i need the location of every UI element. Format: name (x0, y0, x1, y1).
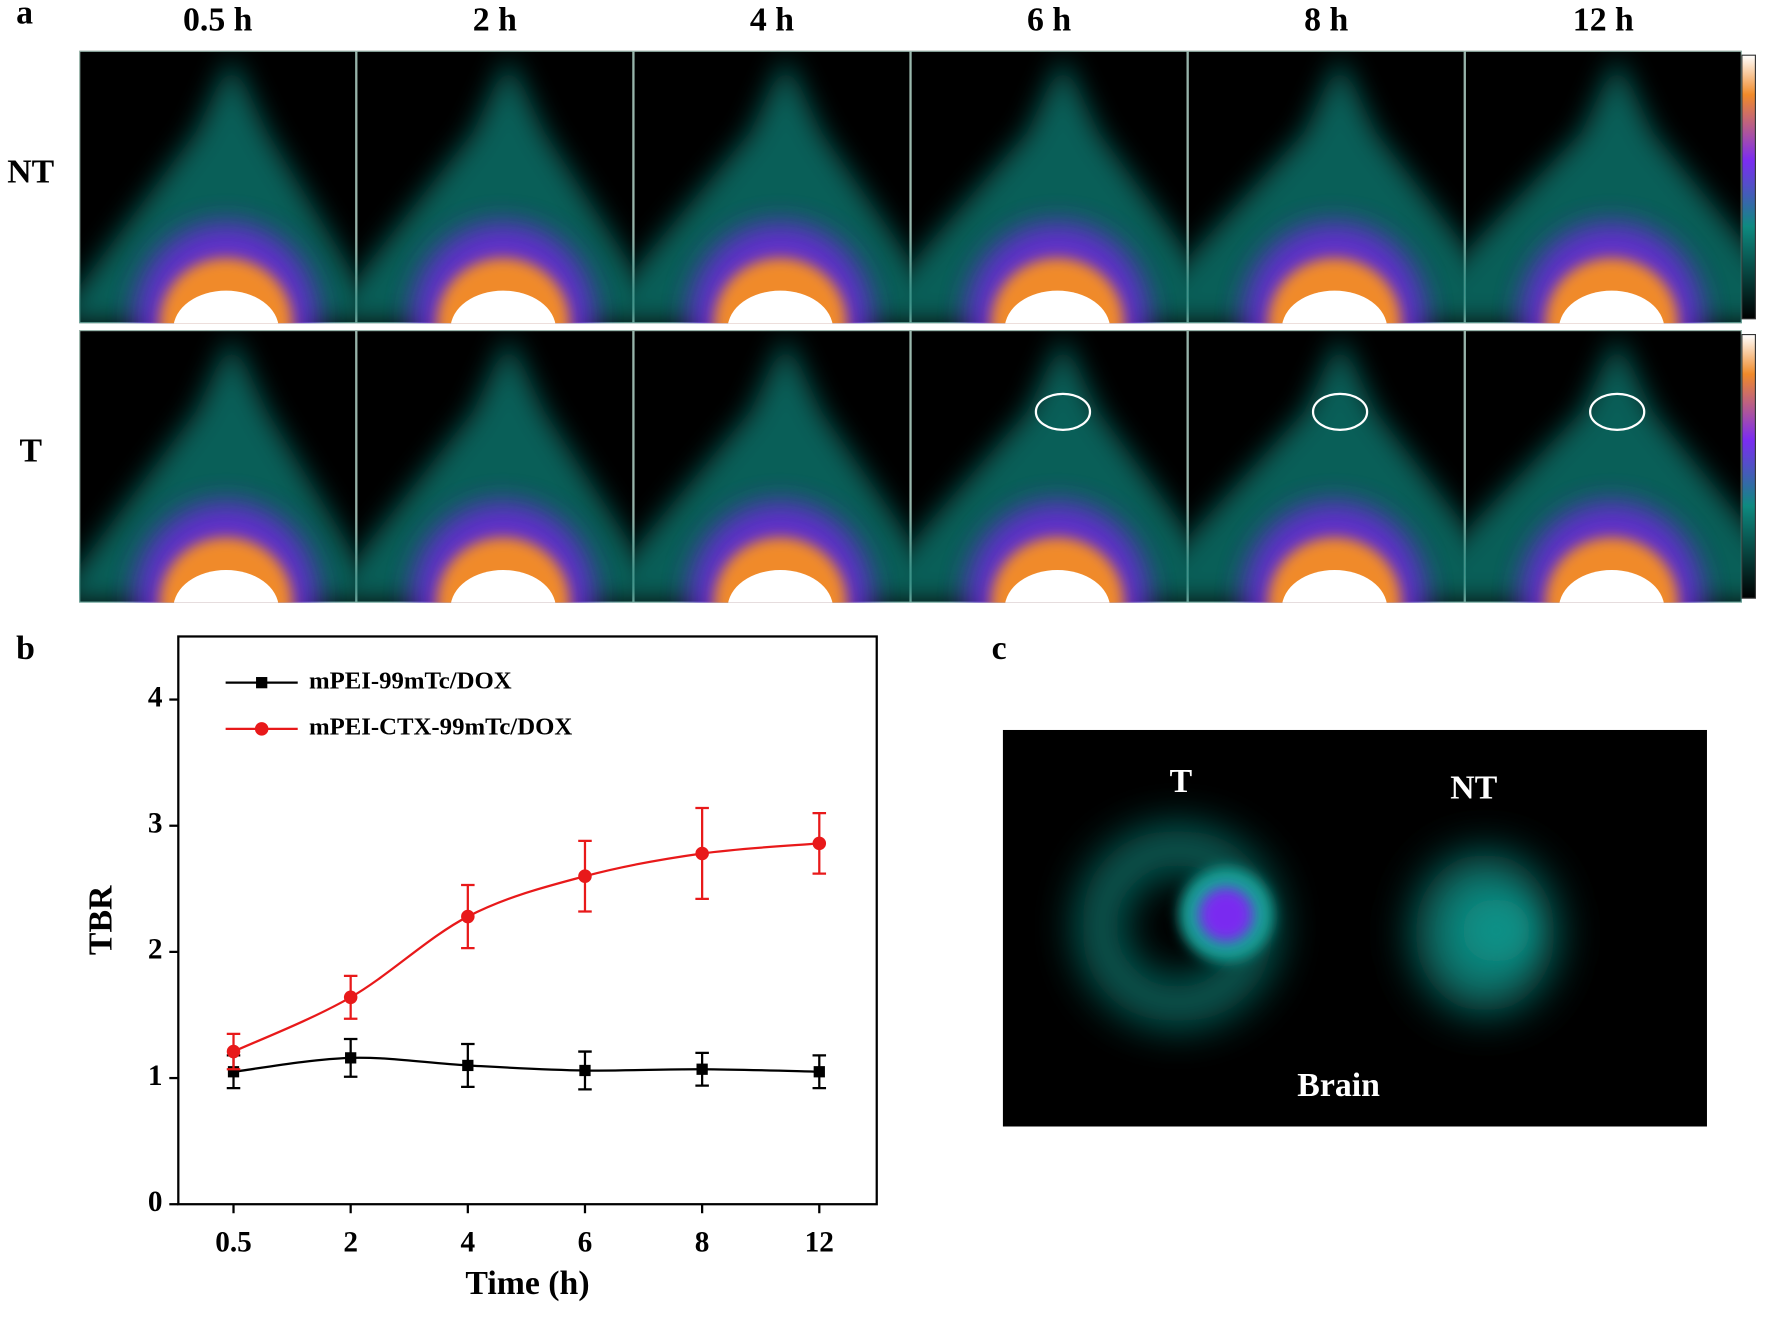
column-label: 12 h (1573, 1, 1634, 38)
x-tick-label: 6 (578, 1226, 593, 1258)
series-line (233, 1056, 820, 1073)
scan-tile (633, 50, 911, 324)
column-label: 4 h (750, 1, 794, 38)
marker (812, 836, 827, 851)
uptake (1282, 569, 1387, 603)
image-label: T (1170, 763, 1193, 800)
tumor-roi (1311, 392, 1369, 431)
y-tick-label: 1 (148, 1060, 163, 1092)
column-label: 8 h (1304, 1, 1348, 38)
y-axis-label: TBR (83, 885, 120, 955)
marker (813, 1066, 825, 1078)
x-axis-label: Time (h) (465, 1265, 589, 1302)
marker (343, 990, 358, 1005)
x-tick-label: 0.5 (215, 1226, 252, 1258)
row-label: T (19, 433, 42, 470)
brain-image (1002, 729, 1707, 1127)
scan-tile (1464, 330, 1742, 603)
colorbar (1741, 334, 1756, 599)
marker (227, 1066, 240, 1078)
row-label: NT (7, 153, 54, 190)
legend-marker (256, 677, 268, 689)
uptake (1282, 290, 1387, 324)
marker (696, 1063, 708, 1075)
uptake (451, 569, 556, 603)
x-tick-label: 12 (805, 1226, 834, 1258)
tumor-roi (1589, 392, 1646, 431)
tumor-roi (1034, 392, 1092, 431)
uptake (728, 290, 833, 324)
uptake (173, 290, 279, 324)
marker (578, 869, 592, 883)
column-label: 0.5 h (183, 1, 253, 38)
column-label: 2 h (473, 1, 517, 38)
scan-tile (1187, 50, 1465, 324)
scan-tile (356, 50, 634, 324)
scan-tile (79, 50, 357, 324)
legend-label: mPEI-CTX-99mTc/DOX (309, 714, 572, 741)
image-label: Brain (1297, 1067, 1380, 1104)
legend-label: mPEI-99mTc/DOX (309, 667, 512, 694)
scan-tile (356, 330, 634, 603)
uptake (1559, 290, 1664, 324)
uptake (1559, 569, 1664, 603)
scan-tile (633, 330, 911, 603)
series-line (233, 842, 820, 1053)
legend-marker (254, 722, 269, 736)
panel-label: a (16, 0, 33, 32)
y-tick-label: 2 (148, 934, 163, 966)
uptake (728, 569, 833, 603)
panel-a: 0.5 h 2 h 4 h 6 h 8 h 12 h NT T (7, 1, 1756, 603)
y-tick-label: 4 (148, 681, 163, 713)
scan-tile (79, 330, 357, 603)
panel-label: c (992, 630, 1007, 667)
uptake (1005, 290, 1110, 324)
marker (462, 1059, 474, 1072)
marker (461, 909, 475, 924)
scan-tile (910, 50, 1188, 324)
marker (345, 1052, 357, 1064)
marker (226, 1044, 241, 1059)
x-tick-label: 8 (695, 1226, 710, 1258)
column-label: 6 h (1027, 1, 1071, 38)
y-tick-label: 0 (148, 1186, 163, 1218)
scan-tile (910, 330, 1188, 603)
scan-tile (1187, 330, 1465, 603)
image-label: NT (1450, 770, 1497, 807)
x-tick-label: 4 (461, 1226, 476, 1258)
panel-label: b (16, 630, 35, 667)
x-tick-label: 2 (343, 1226, 358, 1258)
glow (1198, 887, 1253, 942)
uptake (1005, 569, 1110, 603)
colorbar (1741, 54, 1756, 320)
y-tick-label: 3 (148, 807, 163, 839)
uptake (173, 569, 279, 603)
scan-tile (1464, 50, 1742, 324)
glow (1462, 898, 1531, 963)
uptake (451, 290, 556, 324)
marker (695, 846, 709, 861)
plot-frame (177, 635, 878, 1206)
panel-c: T NT Brain (1002, 729, 1707, 1127)
marker (579, 1064, 591, 1077)
